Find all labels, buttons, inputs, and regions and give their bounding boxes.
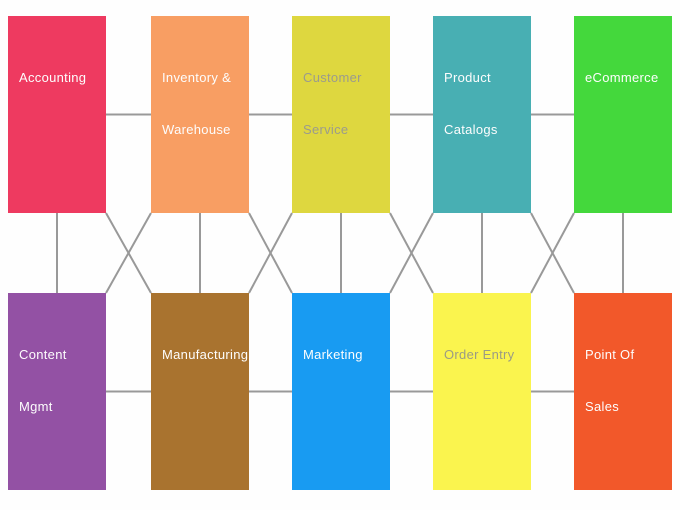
node-label: Catalogs [444,122,498,137]
node-product-catalogs: Product Catalogs [433,16,531,213]
node-label: eCommerce [585,70,659,85]
node-label: Inventory & [162,70,232,85]
node-point-of-sales: Point Of Sales [574,293,672,490]
node-label: Mgmt [19,399,53,414]
node-order-entry: Order Entry [433,293,531,490]
node-label: Accounting [19,70,87,85]
node-label: Sales [585,399,620,414]
node-label: Warehouse [162,122,231,137]
node-label: Customer [303,70,362,85]
node-customer-service: Customer Service [292,16,390,213]
node-label: Content [19,347,67,362]
node-label: Manufacturing [162,347,249,362]
node-accounting: Accounting [8,16,106,213]
node-manufacturing: Manufacturing [151,293,249,490]
node-inventory-warehouse: Inventory & Warehouse [151,16,249,213]
node-content-mgmt: Content Mgmt [8,293,106,490]
node-label: Marketing [303,347,363,362]
node-label: Product [444,70,491,85]
node-ecommerce: eCommerce [574,16,672,213]
node-marketing: Marketing [292,293,390,490]
node-label: Point Of [585,347,635,362]
node-label: Service [303,122,349,137]
node-label: Order Entry [444,347,515,362]
